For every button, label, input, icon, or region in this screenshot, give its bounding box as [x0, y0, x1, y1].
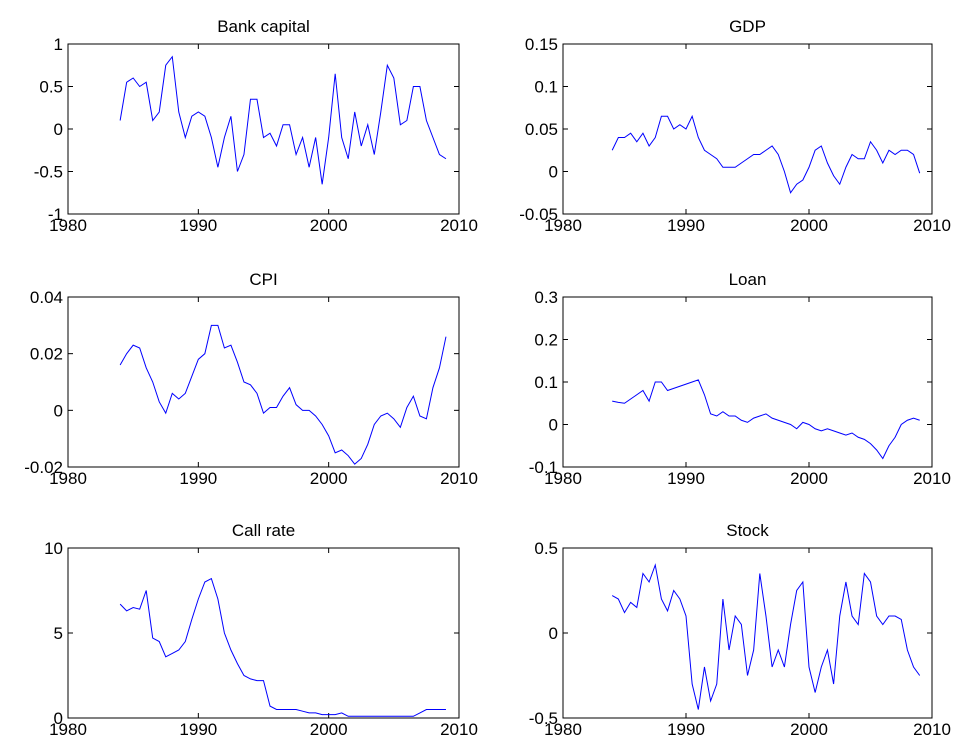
x-tick-label: 1990: [667, 469, 705, 488]
series-line: [119, 324, 447, 465]
y-tick-label: 0.2: [534, 331, 558, 350]
x-tick-label: 2000: [790, 469, 828, 488]
subplot: CPI -0.02 0 0.02 0.04 1980 1990 2000 2010: [24, 270, 478, 488]
subplot-title: CPI: [249, 270, 277, 289]
subplot-title: Stock: [726, 521, 769, 540]
subplot: Call rate 0 5 10 1980 1990 2000 2010: [44, 521, 478, 739]
axes-frame: [67, 296, 460, 468]
x-tick-label: 1990: [667, 216, 705, 235]
y-tick-label: 1: [54, 35, 63, 54]
x-tick-label: 2010: [913, 720, 951, 739]
y-tick-label: 0.5: [39, 78, 63, 97]
x-tick-label: 1980: [544, 216, 582, 235]
y-tick-label: -0.1: [529, 458, 558, 477]
x-tick-label: 2010: [440, 720, 478, 739]
x-tick-label: 1980: [544, 469, 582, 488]
y-tick-label: -0.5: [529, 709, 558, 728]
y-tick-label: 0.02: [30, 345, 63, 364]
y-tick-label: -0.05: [519, 205, 558, 224]
x-tick-label: 2000: [310, 469, 348, 488]
y-tick-label: 0: [549, 624, 558, 643]
y-tick-label: 0.3: [534, 288, 558, 307]
x-tick-label: 1990: [179, 469, 217, 488]
axes-frame: [562, 547, 933, 719]
series-line: [119, 577, 446, 717]
x-tick-label: 1990: [179, 720, 217, 739]
x-tick-label: 1990: [179, 216, 217, 235]
y-tick-label: 0: [549, 163, 558, 182]
y-tick-label: -1: [48, 205, 63, 224]
y-tick-label: 0.5: [534, 539, 558, 558]
y-tick-label: -0.5: [34, 163, 63, 182]
axes-frame: [562, 296, 933, 468]
x-tick-label: 2000: [790, 216, 828, 235]
series-line: [119, 55, 447, 185]
series-line: [612, 379, 920, 460]
subplot-title: Call rate: [232, 521, 295, 540]
subplot-title: Loan: [729, 270, 767, 289]
y-tick-label: 0.15: [525, 35, 558, 54]
x-tick-label: 1980: [49, 720, 87, 739]
y-tick-label: 10: [44, 539, 63, 558]
x-tick-label: 1990: [667, 720, 705, 739]
subplot: Stock -0.5 0 0.5 1980 1990 2000 2010: [529, 521, 951, 739]
x-tick-label: 2010: [440, 216, 478, 235]
series-line: [611, 563, 921, 710]
y-tick-label: 0.1: [534, 78, 558, 97]
x-tick-label: 2010: [913, 216, 951, 235]
y-tick-label: 0.1: [534, 373, 558, 392]
axes-frame: [67, 43, 460, 215]
y-tick-label: 0: [54, 709, 63, 728]
x-tick-label: 2000: [790, 720, 828, 739]
x-tick-label: 2010: [440, 469, 478, 488]
x-tick-label: 1980: [49, 216, 87, 235]
subplot: Bank capital -1 -0.5 0 0.5 1 1980 1990 2000 2010: [34, 17, 478, 235]
y-tick-label: -0.02: [24, 458, 63, 477]
x-tick-label: 2000: [310, 216, 348, 235]
x-tick-label: 2000: [310, 720, 348, 739]
y-tick-label: 0: [549, 416, 558, 435]
subplot: Loan -0.1 0 0.1 0.2 0.3 1980 1990 2000 2010: [529, 270, 951, 488]
x-tick-label: 1980: [49, 469, 87, 488]
axes-frame: [562, 43, 933, 215]
x-tick-label: 1980: [544, 720, 582, 739]
subplot: GDP -0.05 0 0.05 0.1 0.15 1980 1990 2000 2010: [519, 17, 951, 235]
y-tick-label: 0.04: [30, 288, 63, 307]
y-tick-label: 0: [54, 401, 63, 420]
axes-frame: [67, 547, 460, 719]
subplot-title: GDP: [729, 17, 766, 36]
series-line: [611, 114, 921, 194]
y-tick-label: 5: [54, 624, 63, 643]
y-tick-label: 0: [54, 120, 63, 139]
y-tick-label: 0.05: [525, 120, 558, 139]
subplot-title: Bank capital: [217, 17, 310, 36]
x-tick-label: 2010: [913, 469, 951, 488]
